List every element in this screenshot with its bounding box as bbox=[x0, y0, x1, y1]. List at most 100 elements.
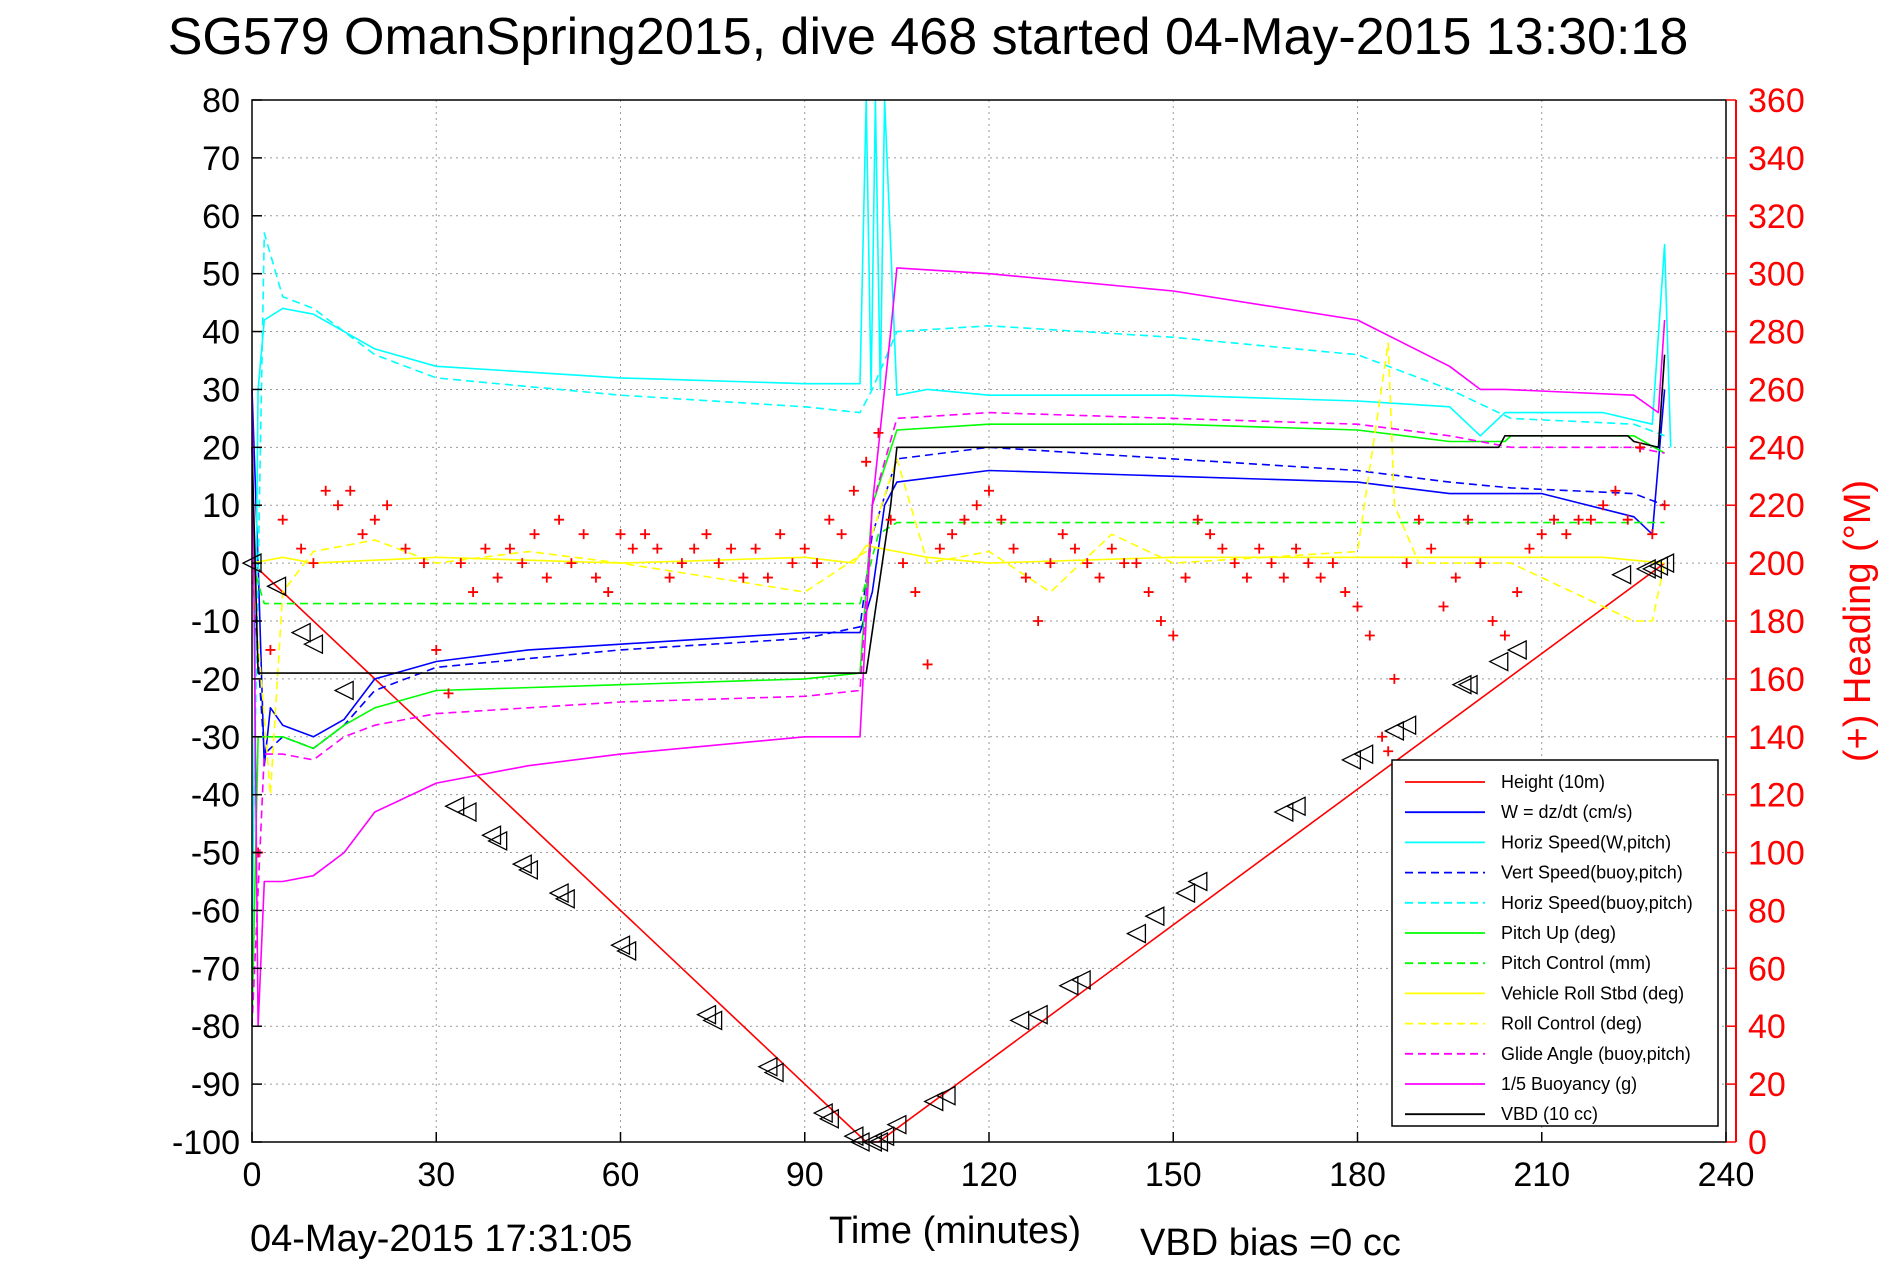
heading-marker bbox=[517, 558, 528, 569]
triangle-marker bbox=[1027, 1004, 1048, 1025]
triangle-marker bbox=[1285, 796, 1306, 817]
y-tick-label: -20 bbox=[191, 661, 240, 699]
triangle-marker bbox=[874, 1126, 895, 1147]
heading-marker bbox=[787, 558, 798, 569]
heading-marker bbox=[996, 514, 1007, 525]
heading-marker bbox=[947, 529, 958, 540]
heading-marker bbox=[1278, 572, 1289, 583]
triangle-marker bbox=[302, 634, 324, 655]
y2-tick-label: 260 bbox=[1748, 371, 1805, 409]
x-axis-ticks: 0 30 60 90 120 150 180 210 240 bbox=[243, 1132, 1754, 1194]
triangle-marker bbox=[481, 825, 502, 846]
heading-marker bbox=[910, 587, 921, 598]
series-line bbox=[251, 99, 1672, 969]
heading-marker bbox=[1598, 500, 1609, 511]
heading-marker bbox=[1217, 543, 1228, 554]
heading-marker bbox=[885, 514, 896, 525]
y-tick-label: 0 bbox=[221, 545, 240, 583]
right-axis-label: (+) Heading (°M) bbox=[1837, 480, 1879, 762]
heading-marker bbox=[971, 500, 982, 511]
heading-marker bbox=[1106, 543, 1117, 554]
y2-tick-label: 140 bbox=[1748, 719, 1805, 757]
y2-tick-label: 360 bbox=[1748, 82, 1805, 120]
heading-marker bbox=[799, 543, 810, 554]
x-tick-label: 0 bbox=[243, 1156, 262, 1194]
heading-marker bbox=[431, 644, 442, 655]
heading-marker bbox=[1303, 558, 1314, 569]
heading-marker bbox=[713, 558, 724, 569]
heading-marker bbox=[664, 572, 675, 583]
legend-label: Pitch Up (deg) bbox=[1501, 923, 1616, 943]
heading-marker bbox=[1008, 543, 1019, 554]
heading-marker bbox=[320, 485, 331, 496]
triangle-marker bbox=[1125, 923, 1147, 944]
heading-marker bbox=[1119, 558, 1130, 569]
heading-marker bbox=[762, 572, 773, 583]
heading-marker bbox=[824, 514, 835, 525]
heading-marker bbox=[627, 543, 638, 554]
series-line bbox=[251, 354, 1666, 674]
heading-marker bbox=[1377, 731, 1388, 742]
series-line bbox=[251, 342, 1666, 796]
legend-label: Horiz Speed(W,pitch) bbox=[1501, 832, 1671, 852]
heading-marker bbox=[1573, 514, 1584, 525]
x-tick-label: 60 bbox=[602, 1156, 640, 1194]
heading-marker bbox=[492, 572, 503, 583]
heading-marker bbox=[345, 485, 356, 496]
heading-marker bbox=[615, 529, 626, 540]
y2-tick-label: 340 bbox=[1748, 140, 1805, 178]
triangle-marker bbox=[333, 680, 354, 701]
heading-marker bbox=[1549, 514, 1560, 525]
heading-marker bbox=[1057, 529, 1068, 540]
triangle-marker bbox=[517, 859, 539, 880]
triangle-marker bbox=[757, 1056, 778, 1077]
y-tick-label: 60 bbox=[202, 198, 240, 236]
heading-marker bbox=[1512, 587, 1523, 598]
y-tick-label: 30 bbox=[202, 371, 240, 409]
y2-tick-label: 100 bbox=[1748, 835, 1805, 873]
triangle-marker bbox=[1383, 720, 1404, 742]
x-tick-label: 150 bbox=[1145, 1156, 1202, 1194]
heading-marker bbox=[1266, 558, 1277, 569]
legend-label: 1/5 Buoyancy (g) bbox=[1501, 1074, 1637, 1094]
heading-marker bbox=[332, 500, 343, 511]
y2-tick-label: 120 bbox=[1748, 777, 1805, 815]
y2-tick-label: 220 bbox=[1748, 487, 1805, 525]
triangle-marker bbox=[1009, 1010, 1030, 1031]
heading-marker bbox=[1647, 529, 1658, 540]
triangle-marker bbox=[511, 854, 532, 875]
heading-marker bbox=[308, 558, 319, 569]
triangle-markers bbox=[241, 553, 1675, 1153]
y2-tick-label: 40 bbox=[1748, 1008, 1786, 1046]
heading-marker bbox=[1438, 601, 1449, 612]
heading-marker bbox=[1254, 543, 1265, 554]
heading-marker bbox=[400, 543, 411, 554]
y-tick-label: -60 bbox=[191, 892, 240, 930]
heading-marker bbox=[357, 529, 368, 540]
heading-marker bbox=[1561, 529, 1572, 540]
x-tick-label: 30 bbox=[417, 1156, 455, 1194]
heading-marker bbox=[1450, 572, 1461, 583]
legend: Height (10m) W = dz/dt (cm/s) Horiz Speed(… bbox=[1391, 759, 1719, 1127]
y2-tick-label: 180 bbox=[1748, 603, 1805, 641]
heading-marker bbox=[861, 456, 872, 467]
heading-marker bbox=[984, 485, 994, 496]
triangle-marker bbox=[935, 1085, 956, 1106]
heading-marker bbox=[676, 558, 687, 569]
y-tick-label: 80 bbox=[202, 82, 240, 120]
triangle-marker bbox=[456, 801, 477, 823]
heading-marker bbox=[468, 587, 479, 598]
heading-marker bbox=[277, 514, 288, 525]
y2-tick-label: 300 bbox=[1748, 256, 1805, 294]
x-tick-label: 210 bbox=[1513, 1156, 1570, 1194]
y2-tick-label: 160 bbox=[1748, 661, 1805, 699]
triangle-marker bbox=[1175, 883, 1196, 904]
heading-marker bbox=[418, 558, 429, 569]
heading-marker bbox=[738, 572, 749, 583]
heading-marker bbox=[590, 572, 601, 583]
series-line bbox=[251, 521, 1665, 605]
heading-marker bbox=[1389, 673, 1400, 684]
heading-marker bbox=[554, 514, 565, 525]
legend-label: Glide Angle (buoy,pitch) bbox=[1501, 1044, 1691, 1064]
y2-tick-label: 200 bbox=[1748, 545, 1805, 583]
